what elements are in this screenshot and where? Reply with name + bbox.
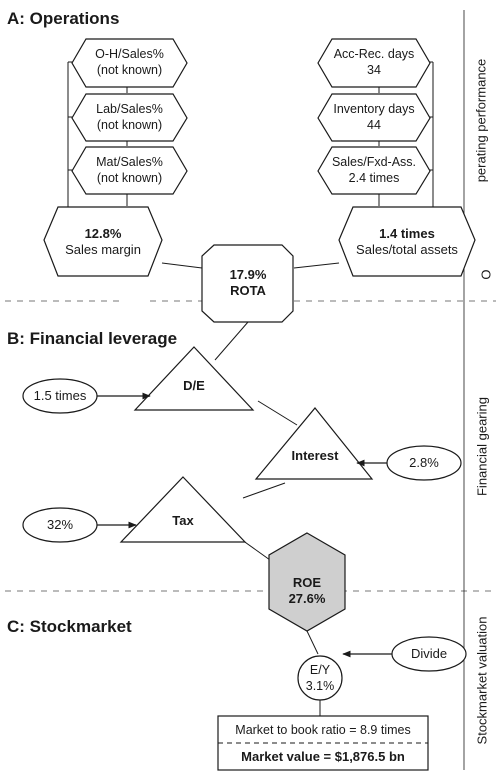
tax-triangle [119,476,247,543]
receivable-days-node [317,38,431,88]
market-to-book-text: Market to book ratio = 8.9 times [235,723,411,737]
overhead-sales-node [71,38,188,88]
labour-sales-text: Lab/Sales% (not known) [96,102,163,132]
sales-margin-node [43,206,163,277]
interest-label: Interest [291,448,339,463]
sales-fixed-assets-node [317,146,431,195]
rota-text: 17.9% ROTA [229,267,267,298]
sales-fixed-assets-text: Sales/Fxd-Ass. 2.4 times [331,155,417,185]
labour-sales-node [71,93,188,142]
financial-gearing-label: Financial gearing [474,397,490,497]
materials-sales-node [71,146,188,195]
market-value-text: Market value = $1,876.5 bn [241,749,405,764]
tax-input-text: 32% [46,517,74,532]
overhead-sales-text: O-H/Sales% (not known) [95,47,164,77]
inventory-days-node [317,93,431,142]
de-input-text: 1.5 times [33,388,87,403]
operating-o-label: O [478,269,494,280]
operating-performance-label: perating performance [473,58,489,183]
interest-triangle [254,407,374,480]
interest-input-text: 2.8% [409,455,439,470]
rota-connectors [161,262,340,361]
de-label: D/E [183,378,205,393]
stockmarket-valuation-label: Stockmarket valuation [474,616,490,745]
materials-sales-text: Mat/Sales% (not known) [96,155,163,185]
receivable-days-text: Acc-Rec. days 34 [333,47,415,77]
roe-to-ey-connector [306,630,319,655]
roe-text: ROE 27.6% [288,575,326,606]
financial-leverage-title: B: Financial leverage [7,329,178,348]
de-triangle [133,346,255,411]
operations-title: A: Operations [7,9,120,28]
ey-text: E/Y 3.1% [305,663,335,693]
divide-text: Divide [410,646,448,661]
stockmarket-title: C: Stockmarket [7,617,132,636]
tax-label: Tax [172,513,194,528]
sales-assets-node [338,206,476,277]
leverage-connectors [241,400,298,561]
sales-margin-text: 12.8% Sales margin [65,226,141,257]
inventory-days-text: Inventory days 44 [333,102,415,132]
sales-assets-text: 1.4 times Sales/total assets [356,226,458,257]
rota-node [201,244,294,323]
